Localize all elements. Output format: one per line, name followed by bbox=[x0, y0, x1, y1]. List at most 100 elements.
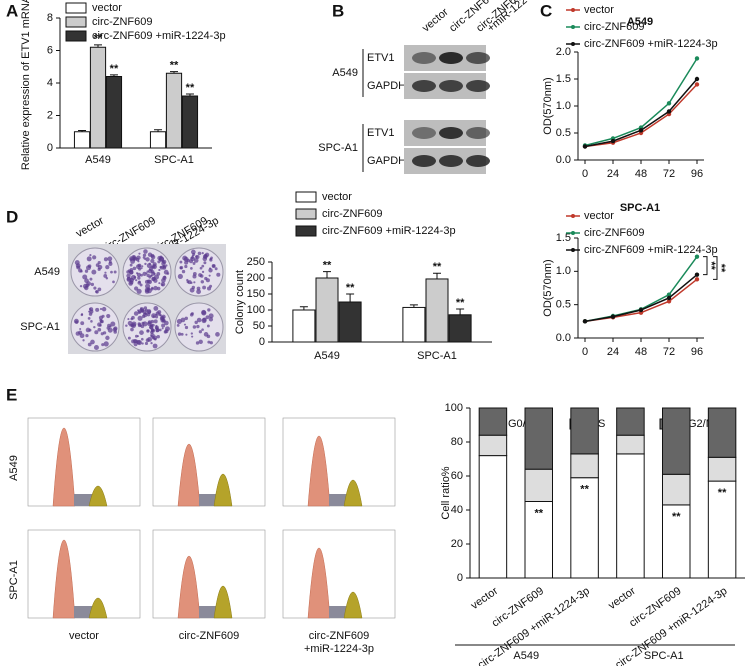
point bbox=[694, 56, 700, 61]
significance: ** bbox=[186, 82, 195, 94]
y-tick-label: 2 bbox=[47, 109, 53, 121]
colony bbox=[89, 253, 92, 257]
x-tick-label: 72 bbox=[663, 346, 675, 358]
point bbox=[666, 295, 672, 301]
colony bbox=[87, 317, 91, 320]
panel-label: E bbox=[6, 385, 17, 404]
bar bbox=[338, 301, 362, 343]
colony bbox=[147, 336, 153, 342]
colony bbox=[161, 261, 166, 266]
error-bar bbox=[94, 44, 102, 48]
flow-g2-peak bbox=[343, 480, 363, 507]
colony bbox=[195, 341, 200, 345]
blot-protein-label: GAPDH bbox=[367, 80, 406, 92]
colony bbox=[163, 275, 167, 279]
error-bar bbox=[409, 304, 418, 308]
colony bbox=[86, 281, 91, 286]
error-bar bbox=[433, 272, 441, 279]
colony bbox=[130, 327, 134, 332]
legend-marker bbox=[571, 231, 575, 235]
colony bbox=[161, 327, 164, 330]
blot-band bbox=[412, 127, 436, 139]
colony bbox=[105, 264, 110, 270]
y-tick-label: 150 bbox=[247, 288, 265, 300]
colony bbox=[189, 259, 194, 264]
colony bbox=[110, 321, 116, 327]
colony bbox=[143, 249, 148, 254]
y-tick-label: 20 bbox=[451, 538, 463, 550]
error-bar bbox=[456, 308, 465, 315]
colony bbox=[135, 272, 139, 275]
colony bbox=[192, 271, 197, 276]
colony bbox=[80, 313, 84, 317]
colony bbox=[148, 262, 151, 265]
flow-g2-peak bbox=[88, 597, 108, 619]
colony bbox=[183, 323, 187, 326]
bar bbox=[425, 278, 449, 343]
colony bbox=[161, 278, 166, 283]
legend-label: vector bbox=[584, 210, 614, 222]
significance: ** bbox=[110, 63, 119, 75]
bar-segment bbox=[616, 453, 645, 579]
x-tick-label: 24 bbox=[607, 168, 619, 180]
flow-frame bbox=[282, 529, 396, 619]
x-tick-label: 48 bbox=[635, 168, 647, 180]
colony bbox=[209, 257, 212, 261]
chart-title: SPC-A1 bbox=[620, 202, 660, 214]
x-tick-label: 96 bbox=[691, 168, 703, 180]
legend-label: vector bbox=[584, 4, 614, 16]
x-tick-label: A549 bbox=[314, 350, 340, 362]
colony bbox=[153, 285, 158, 291]
colony bbox=[207, 340, 211, 344]
x-tick-label: 72 bbox=[663, 168, 675, 180]
colony bbox=[86, 256, 92, 262]
bar bbox=[105, 76, 123, 149]
colony bbox=[137, 276, 141, 280]
colony bbox=[152, 315, 155, 318]
y-tick-label: 0 bbox=[457, 572, 463, 584]
colony bbox=[159, 314, 162, 317]
colony bbox=[106, 313, 111, 319]
blot-band bbox=[466, 127, 490, 139]
colony bbox=[153, 319, 158, 324]
x-tick-label: 24 bbox=[607, 346, 619, 358]
colony bbox=[144, 312, 147, 316]
blot-cell-label: A549 bbox=[332, 67, 358, 79]
colony bbox=[215, 332, 220, 337]
colony bbox=[199, 266, 203, 270]
colony bbox=[192, 262, 196, 265]
colony bbox=[82, 274, 88, 280]
colony bbox=[86, 265, 91, 271]
bar bbox=[73, 131, 91, 149]
y-tick-label: 0 bbox=[259, 336, 265, 348]
colony bbox=[208, 313, 214, 319]
colony bbox=[139, 283, 143, 287]
colony bbox=[177, 332, 182, 336]
colony bbox=[209, 341, 213, 345]
legend-label: circ-ZNF609 bbox=[584, 227, 645, 239]
colony bbox=[184, 325, 189, 330]
bar-segment bbox=[662, 473, 691, 506]
colony bbox=[141, 342, 144, 345]
colony bbox=[131, 339, 136, 344]
bar-segment bbox=[616, 434, 645, 455]
colony bbox=[192, 325, 197, 329]
colony bbox=[198, 330, 202, 334]
y-tick-label: 100 bbox=[445, 402, 463, 414]
flow-s-phase bbox=[74, 606, 94, 618]
x-tick-label: 96 bbox=[691, 346, 703, 358]
colony bbox=[158, 268, 161, 272]
colony bbox=[133, 311, 139, 316]
colony bbox=[105, 277, 109, 280]
point bbox=[582, 319, 588, 324]
bar-segment bbox=[662, 407, 691, 475]
panel-label: C bbox=[540, 1, 552, 20]
flow-g1-peak bbox=[177, 555, 201, 619]
colony bbox=[162, 265, 167, 270]
colony bbox=[190, 332, 193, 335]
colony bbox=[193, 257, 199, 263]
colony bbox=[80, 321, 85, 326]
colony bbox=[161, 314, 166, 319]
legend-marker bbox=[571, 25, 575, 29]
